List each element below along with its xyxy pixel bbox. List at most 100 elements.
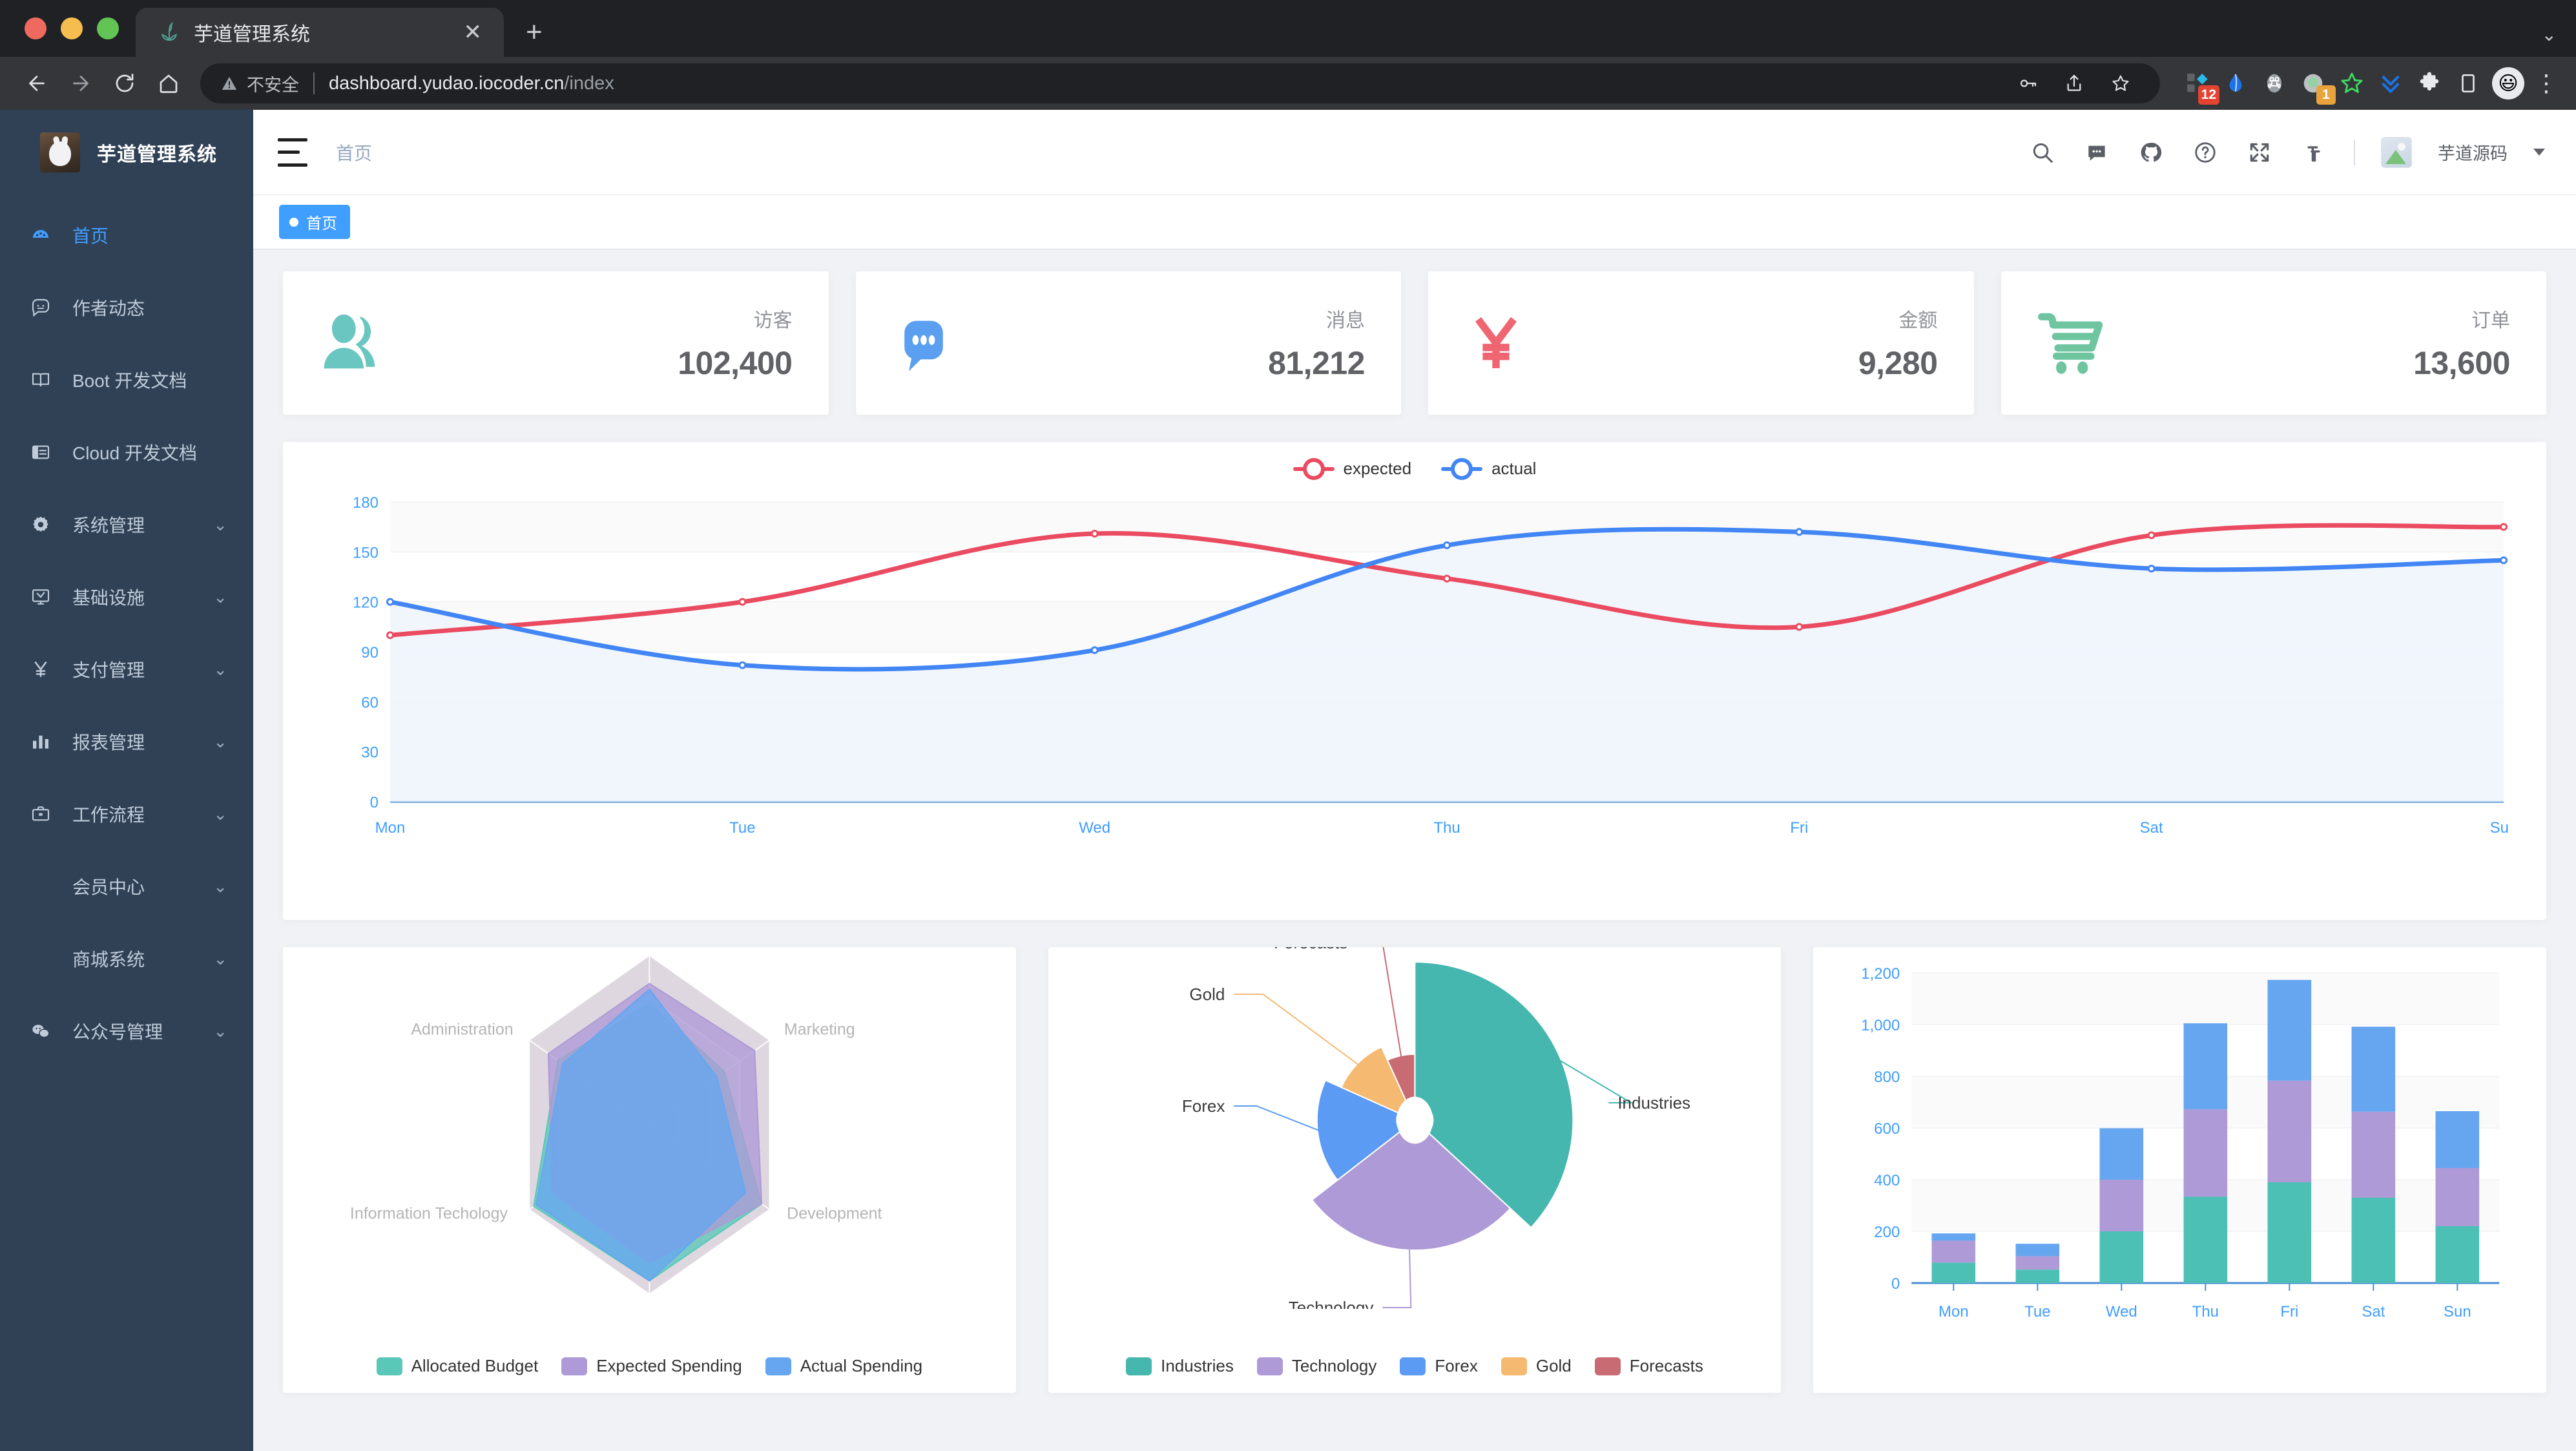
sidebar-item-cloud-docs[interactable]: Cloud 开发文档 [0,416,253,488]
circle-ext-icon[interactable]: 1 [2298,68,2336,105]
svg-text:120: 120 [353,594,379,612]
chevron-down-icon[interactable]: ⌄ [213,804,227,824]
sidebar-logo[interactable]: 芋道管理系统 [0,110,253,195]
sidebar-item-label: 公众号管理 [72,1022,163,1042]
window-controls[interactable] [16,0,136,57]
tag-label: 首页 [306,215,337,233]
svg-text:Administration: Administration [411,1021,513,1039]
sidebar-item-wechat-management[interactable]: 公众号管理 ⌄ [0,995,253,1067]
svg-text:600: 600 [1875,1120,1900,1138]
legend-item-technology[interactable]: Technology [1256,1356,1376,1376]
legend-item-actual-spending[interactable]: Actual Spending [765,1356,922,1376]
legend-swatch [1256,1357,1283,1375]
puzzle-icon[interactable] [2415,68,2444,98]
maximize-window-button[interactable] [97,17,119,39]
chevron-down-icon[interactable]: ⌄ [213,587,227,607]
svg-text:Sun: Sun [2490,819,2509,837]
legend-item-expected-spending[interactable]: Expected Spending [561,1356,742,1376]
close-window-button[interactable] [25,17,47,39]
chevron-down-icon[interactable]: ⌄ [2541,25,2557,45]
svg-text:Mon: Mon [1938,1303,1969,1321]
user-avatar-icon[interactable] [2381,136,2412,168]
font-size-icon[interactable] [2300,138,2328,167]
legend-item-gold[interactable]: Gold [1501,1356,1572,1376]
legend-item-industries[interactable]: Industries [1126,1356,1234,1376]
legend-item-expected[interactable]: expected [1293,459,1411,479]
arrow-right-icon[interactable] [61,63,101,103]
sidebar-item-home[interactable]: 首页 [0,199,253,271]
arrow-left-icon[interactable] [17,63,57,103]
svg-text:400: 400 [1875,1172,1900,1189]
emoji-avatar-icon[interactable]: 😃 [2492,67,2524,99]
stat-card-amount[interactable]: 金额 9,280 [1428,271,1974,415]
svg-text:Sat: Sat [2140,819,2163,837]
extension-badge: 1 [2316,85,2336,105]
sidebar-item-member-center[interactable]: 会员中心 ⌄ [0,850,253,923]
close-icon[interactable]: ✕ [463,20,483,45]
stat-value: 102,400 [678,345,793,381]
double-chevron-down-icon[interactable] [2376,68,2405,98]
security-status[interactable]: 不安全 [220,71,299,96]
chat-bubble-icon[interactable] [2083,138,2111,167]
sidebar-item-label: Cloud 开发文档 [72,443,197,463]
stat-label: 订单 [2471,310,2510,331]
legend-item-allocated-budget[interactable]: Allocated Budget [376,1356,539,1376]
tag-home[interactable]: 首页 [279,205,350,239]
help-circle-icon[interactable] [2191,138,2219,167]
svg-text:Forecasts: Forecasts [1274,947,1347,952]
legend-swatch [1594,1357,1621,1375]
sidebar-logo-title: 芋道管理系统 [97,144,217,165]
sidebar-item-boot-docs[interactable]: Boot 开发文档 [0,344,253,416]
home-icon[interactable] [149,63,189,103]
caret-down-icon[interactable] [2533,149,2545,156]
minimize-window-button[interactable] [61,17,83,39]
stat-card-orders[interactable]: 订单 13,600 [2000,271,2546,415]
legend-label: Actual Spending [800,1356,923,1375]
kebab-menu-icon[interactable]: ⋮ [2535,70,2558,97]
svg-text:Tue: Tue [2024,1303,2050,1321]
svg-text:Industries: Industries [1617,1093,1690,1112]
star-icon[interactable] [2101,63,2141,103]
bitwarden-icon[interactable]: 12 [2182,68,2219,105]
chevron-down-icon[interactable]: ⌄ [213,948,227,968]
sidebar-item-label: 报表管理 [72,733,145,753]
hamburger-collapse-icon[interactable] [278,138,309,167]
github-icon[interactable] [2137,138,2165,167]
star-outline-ext-icon[interactable] [2337,68,2367,98]
chevron-down-icon[interactable]: ⌄ [213,731,227,751]
legend-label: Allocated Budget [411,1356,539,1375]
command-icon[interactable] [2259,68,2289,98]
sidebar-item-payment-management[interactable]: 支付管理 ⌄ [0,633,253,705]
line-chart-svg[interactable]: 0 30 60 90 120 150 180 Mon Tue Wed Thu Fri Sat Sun [319,479,2509,886]
plus-icon[interactable]: + [526,16,543,48]
key-icon[interactable] [2008,63,2048,103]
chevron-down-icon[interactable]: ⌄ [213,659,227,679]
legend-item-forecasts[interactable]: Forecasts [1594,1356,1703,1376]
chevron-down-icon[interactable]: ⌄ [213,1021,227,1041]
radar-chart-panel: SalesMarketingDevelopmentCustomer Suppor… [283,947,1016,1393]
sidebar-item-workflow[interactable]: 工作流程 ⌄ [0,778,253,850]
droplet-icon[interactable] [2221,68,2250,98]
chevron-down-icon[interactable]: ⌄ [213,514,227,534]
fullscreen-icon[interactable] [2245,138,2274,167]
sidebar-icon[interactable] [2453,68,2483,98]
reload-icon[interactable] [105,63,145,103]
sidebar-item-infrastructure[interactable]: 基础设施 ⌄ [0,561,253,633]
address-bar[interactable]: 不安全 dashboard.yudao.iocoder.cn/index [200,63,2160,103]
share-icon[interactable] [2054,63,2094,103]
sidebar-item-mall-system[interactable]: 商城系统 ⌄ [0,923,253,995]
sidebar-item-system-management[interactable]: 系统管理 ⌄ [0,488,253,561]
browser-tab[interactable]: 芋道管理系统 ✕ [136,8,504,57]
pie-chart-svg[interactable]: Industries Technology Forex Gold Forecasts [1048,947,1781,1309]
legend-item-forex[interactable]: Forex [1400,1356,1478,1376]
stat-card-visitors[interactable]: 访客 102,400 [283,271,829,415]
search-icon[interactable] [2028,138,2057,167]
stat-card-messages[interactable]: 消息 81,212 [855,271,1401,415]
legend-item-actual[interactable]: actual [1441,459,1536,479]
sidebar-item-report-management[interactable]: 报表管理 ⌄ [0,705,253,778]
sidebar-item-author-news[interactable]: 作者动态 [0,271,253,344]
bar-chart-svg[interactable]: 0 200 400 600 800 1,000 1,200 Mon Tue Wed Thu Fri Sa… [1813,947,2546,1361]
radar-chart-svg[interactable]: SalesMarketingDevelopmentCustomer Suppor… [283,947,1016,1309]
chevron-down-icon[interactable]: ⌄ [213,876,227,896]
svg-text:Technology: Technology [1288,1298,1373,1309]
